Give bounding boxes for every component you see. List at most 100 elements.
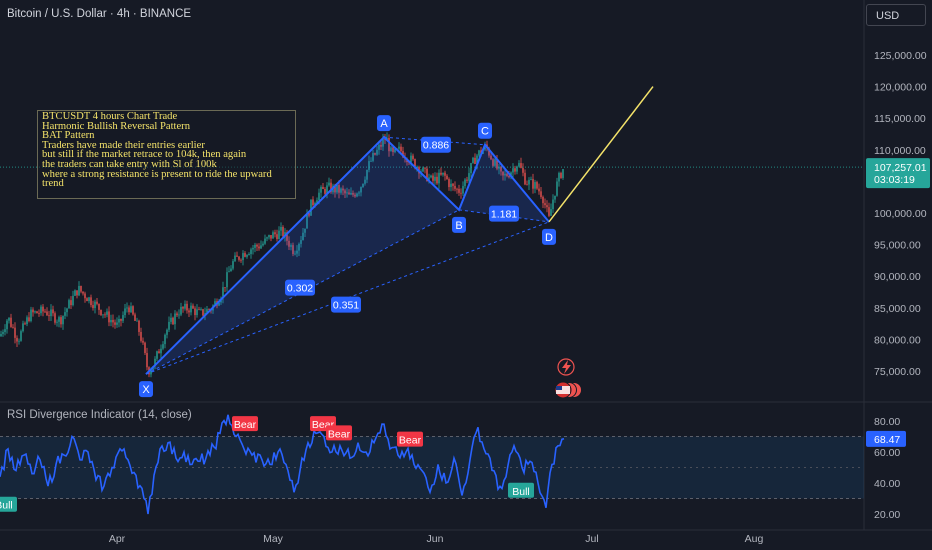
candle-body	[260, 245, 262, 249]
candle-body	[186, 303, 188, 311]
candle-body	[528, 179, 530, 185]
pattern-ratio-0-886: 0.886	[421, 136, 451, 153]
candle-body	[236, 255, 238, 257]
note-line: BAT Pattern	[42, 130, 95, 142]
candle-body	[488, 148, 490, 156]
candle-body	[324, 188, 326, 194]
annotation-note[interactable]: BTCUSDT 4 hours Chart Trade Harmonic Bul…	[37, 110, 296, 199]
candle-body	[292, 245, 294, 254]
candle-body	[144, 342, 146, 354]
candle-body	[102, 314, 104, 316]
rsi-axis-tick: 20.00	[874, 509, 900, 521]
candle-body	[536, 182, 538, 189]
candle-body	[360, 187, 362, 193]
candle-body	[394, 148, 396, 153]
signal-badge	[232, 416, 258, 432]
candle-body	[254, 244, 256, 248]
candle-body	[272, 232, 274, 239]
candle-body	[454, 185, 456, 189]
note-line: where a strong resistance is present to …	[42, 168, 272, 180]
pattern-point-badge	[452, 216, 466, 233]
candle-body	[32, 309, 34, 313]
candle-body	[24, 323, 26, 325]
candle-body	[8, 317, 10, 321]
candle-body	[54, 313, 56, 323]
candle-body	[378, 144, 380, 150]
candle-body	[400, 146, 402, 152]
lightning-icon[interactable]	[557, 358, 575, 376]
candle-body	[142, 340, 144, 343]
candle-body	[140, 331, 142, 341]
candle-body	[230, 268, 232, 272]
candle-body	[472, 157, 474, 164]
candle-body	[84, 293, 86, 299]
candle-body	[320, 187, 322, 193]
candle-body	[444, 172, 446, 176]
candle-body	[90, 297, 92, 306]
note-line: Harmonic Bullish Reversal Pattern	[42, 120, 190, 132]
candle-body	[162, 344, 164, 349]
candle-body	[164, 334, 166, 345]
candle-body	[234, 255, 236, 262]
rsi-line	[0, 414, 565, 515]
candle-body	[192, 305, 194, 309]
candle-body	[362, 183, 364, 188]
candle-body	[60, 317, 62, 325]
candle-body	[402, 151, 404, 158]
candle-body	[182, 306, 184, 309]
candle-body	[6, 320, 8, 330]
candle-body	[16, 337, 18, 342]
candle-body	[12, 326, 14, 328]
candle-body	[430, 175, 432, 178]
rsi-signal-bear: Bear	[232, 416, 258, 432]
candle-body	[28, 317, 30, 322]
lightning-icon-ring	[557, 358, 575, 376]
signal-label: Bull	[512, 486, 530, 498]
candle-body	[18, 340, 20, 342]
signal-label: Bear	[328, 428, 351, 440]
candle-body	[248, 254, 250, 255]
currency-button[interactable]: USD	[866, 4, 926, 26]
candle-body	[314, 203, 316, 206]
price-axis-tick: 90,000.00	[874, 271, 921, 283]
candle-body	[328, 182, 330, 186]
candle-body	[518, 163, 520, 167]
candle-body	[556, 181, 558, 196]
candle-body	[62, 315, 64, 325]
candle-body	[498, 166, 500, 169]
chart-title: Bitcoin / U.S. Dollar · 4h · BINANCE	[7, 8, 192, 20]
candle-body	[198, 309, 200, 311]
candle-body	[112, 319, 114, 323]
price-axis-tick: 120,000.00	[874, 82, 927, 94]
time-axis-tick: Jul	[585, 533, 598, 545]
candle-body	[460, 192, 462, 194]
candle-body	[66, 308, 68, 313]
candle-body	[468, 173, 470, 181]
candle-body	[416, 167, 418, 169]
candle-body	[176, 313, 178, 316]
candle-body	[74, 290, 76, 296]
candle-body	[88, 297, 90, 302]
pattern-ratio-0-302: 0.302	[285, 279, 315, 296]
candle-body	[110, 319, 112, 323]
flag-events-icon[interactable]	[554, 381, 582, 399]
candle-body	[306, 213, 308, 229]
pattern-point-badge	[478, 122, 492, 139]
candle-body	[392, 147, 394, 153]
candle-body	[338, 184, 340, 193]
candle-body	[330, 182, 332, 193]
pattern-point-d: D	[542, 228, 556, 245]
candle-body	[410, 155, 412, 163]
pattern-point-label: B	[455, 220, 462, 232]
candle-body	[36, 311, 38, 314]
pattern-point-label: D	[545, 232, 553, 244]
projection-line	[548, 86, 654, 223]
candle-body	[240, 259, 242, 261]
candle-body	[226, 272, 228, 288]
signal-badge	[0, 496, 17, 512]
time-axis-tick: Apr	[109, 533, 126, 545]
candle-body	[342, 188, 344, 191]
signal-label: Bull	[0, 500, 13, 512]
candle-body	[462, 186, 464, 194]
